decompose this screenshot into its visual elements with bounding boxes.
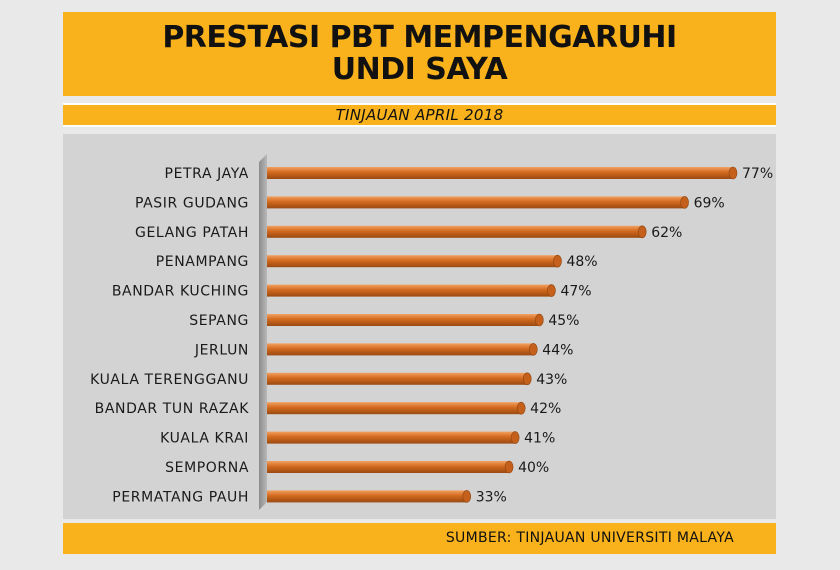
bar — [267, 431, 516, 444]
value-label: 44% — [542, 342, 573, 358]
value-label: 77% — [742, 166, 773, 182]
chart-panel: PETRA JAYA 77% PASIR GUDANG 69% GELANG PATAH… — [63, 134, 776, 519]
category-label: BANDAR KUCHING — [112, 284, 249, 300]
category-label: JERLUN — [194, 342, 249, 358]
bar — [267, 402, 522, 415]
title-banner: PRESTASI PBT MEMPENGARUHI UNDI SAYA — [63, 12, 776, 96]
value-label: 47% — [560, 284, 591, 300]
category-label: PASIR GUDANG — [135, 195, 249, 211]
value-label: 69% — [694, 195, 725, 211]
bar-end-cap — [504, 460, 514, 474]
chart-subtitle: TINJAUAN APRIL 2018 — [335, 106, 504, 124]
category-label: GELANG PATAH — [135, 225, 249, 241]
bar-chart: PETRA JAYA 77% PASIR GUDANG 69% GELANG PATAH… — [90, 154, 773, 510]
value-label: 45% — [548, 313, 579, 329]
value-label: 43% — [536, 372, 567, 388]
bar-end-cap — [553, 254, 562, 268]
bar-end-cap — [462, 490, 472, 503]
bar-end-cap — [637, 225, 647, 239]
bar — [267, 461, 510, 473]
category-label: PERMATANG PAUH — [112, 489, 249, 505]
subtitle-banner: TINJAUAN APRIL 2018 — [63, 103, 776, 127]
bar-end-cap — [522, 372, 532, 386]
bar-end-cap — [535, 313, 544, 327]
category-label: PETRA JAYA — [165, 166, 249, 182]
bar-end-cap — [510, 431, 520, 444]
chart-title-line-2: UNDI SAYA — [331, 52, 508, 87]
category-label: KUALA KRAI — [160, 431, 249, 447]
bar — [267, 343, 534, 356]
value-label: 33% — [476, 489, 507, 505]
chart-title-line-1: PRESTASI PBT MEMPENGARUHI — [162, 20, 677, 55]
source-banner: SUMBER: TINJAUAN UNIVERSITI MALAYA — [63, 523, 776, 554]
bar-end-cap — [516, 401, 526, 415]
bar — [267, 167, 733, 179]
category-label: BANDAR TUN RAZAK — [95, 401, 250, 417]
bar — [267, 372, 528, 385]
value-label: 41% — [524, 431, 555, 447]
value-label: 62% — [651, 225, 682, 241]
bar-end-cap — [528, 343, 538, 356]
source-note: SUMBER: TINJAUAN UNIVERSITI MALAYA — [445, 530, 734, 546]
bar-end-cap — [547, 284, 556, 297]
bar — [267, 255, 558, 268]
category-label: SEMPORNA — [165, 460, 249, 476]
bar — [267, 314, 540, 326]
category-label: PENAMPANG — [156, 254, 249, 270]
value-label: 42% — [530, 401, 561, 417]
value-label: 40% — [518, 460, 549, 476]
bar-end-cap — [680, 196, 689, 209]
bar-end-cap — [728, 166, 738, 180]
value-label: 48% — [566, 254, 597, 270]
bar — [267, 284, 552, 297]
bar — [267, 196, 685, 209]
category-label: SEPANG — [189, 313, 249, 329]
category-label: KUALA TERENGGANU — [90, 372, 249, 388]
bar — [267, 225, 643, 238]
bar — [267, 490, 467, 503]
y-axis-wall — [259, 154, 267, 510]
